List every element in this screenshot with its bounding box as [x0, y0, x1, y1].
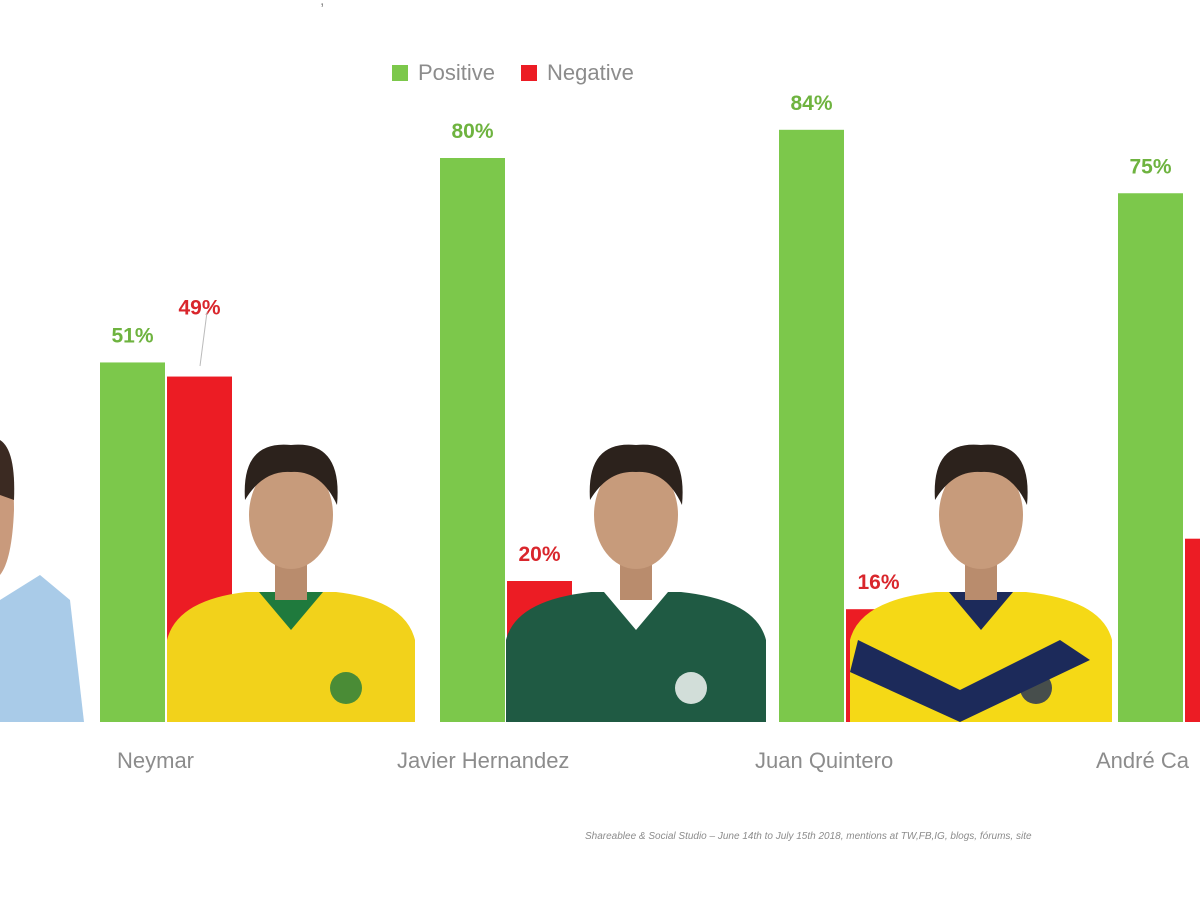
- data-label-positive-juan-quintero: 84%: [790, 92, 832, 115]
- bar-positive-juan-quintero: [779, 129, 844, 723]
- source-note: Shareablee & Social Studio – June 14th t…: [585, 831, 1032, 842]
- bar-positive-javier-hernandez: [440, 158, 505, 722]
- player-photo-juan-quintero-sash: [850, 640, 1090, 722]
- player-photo-left-jersey: [0, 575, 84, 722]
- player-photo-javier-hernandez-hair: [589, 444, 683, 505]
- category-label-javier-hernandez: Javier Hernandez: [397, 748, 570, 773]
- player-photo-juan-quintero-hair: [934, 444, 1028, 505]
- player-photo-neymar-hair: [244, 444, 338, 505]
- category-label-neymar: Neymar: [117, 748, 195, 773]
- data-label-positive-javier-hernandez: 80%: [451, 120, 493, 143]
- player-photo-juan-quintero-collar: [949, 592, 1013, 630]
- chart-legend: Positive Negative: [392, 60, 660, 86]
- player-photo-neymar-face: [249, 461, 333, 569]
- bar-positive-neymar: [100, 362, 165, 722]
- data-label-positive-neymar: 51%: [111, 324, 153, 347]
- player-photo-javier-hernandez-crest: [675, 672, 707, 704]
- legend-label-positive: Positive: [418, 60, 496, 85]
- legend-swatch-negative: [521, 65, 538, 81]
- data-label-positive-andré-ca: 75%: [1129, 155, 1171, 178]
- player-photo-left-hair: [0, 440, 15, 500]
- bar-negative-andré-ca: [1185, 538, 1200, 722]
- leader-line-neymar-negative: [199, 311, 208, 367]
- player-photo-neymar-crest: [330, 672, 362, 704]
- player-photo-neymar-collar: [259, 592, 323, 630]
- legend-swatch-positive: [392, 65, 408, 81]
- player-photo-javier-hernandez-collar: [604, 592, 668, 630]
- player-photo-javier-hernandez-face: [594, 461, 678, 569]
- data-label-negative-javier-hernandez: 20%: [518, 543, 560, 566]
- bar-positive-andré-ca: [1118, 193, 1183, 722]
- legend-item-positive: Positive: [392, 60, 495, 86]
- legend-label-negative: Negative: [547, 60, 634, 85]
- category-label-juan-quintero: Juan Quintero: [755, 748, 894, 773]
- data-label-negative-juan-quintero: 16%: [857, 571, 899, 594]
- cropped-title-fragment: ,: [320, 0, 325, 9]
- player-photo-juan-quintero-face: [939, 461, 1023, 569]
- category-label-andre-ca: André Ca: [1096, 748, 1189, 773]
- legend-item-negative: Negative: [521, 60, 634, 86]
- data-label-negative-neymar: 49%: [178, 297, 220, 320]
